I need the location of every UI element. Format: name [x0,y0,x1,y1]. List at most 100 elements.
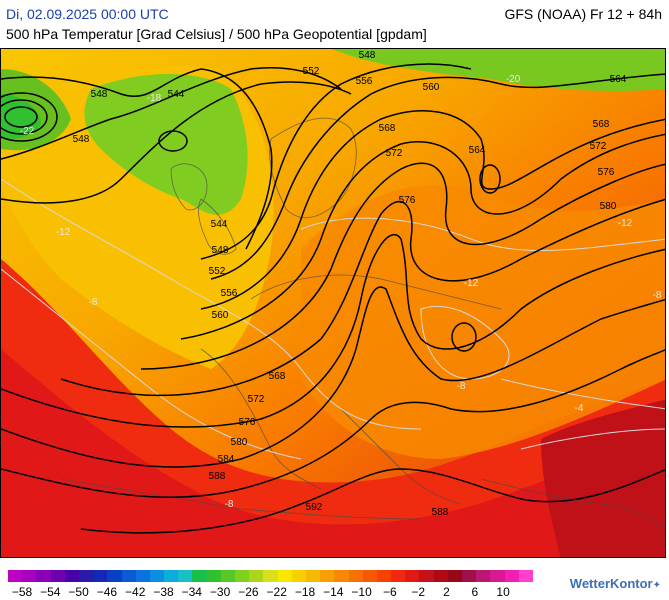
warm-core-southeast [541,399,665,557]
legend-swatch [462,570,477,582]
temp-label-south-4: -4 [575,403,584,414]
label-588-iberia: 588 [209,471,226,482]
legend-swatch [93,570,108,582]
legend-swatch [391,570,406,582]
temp-label-south-8: -8 [225,499,234,510]
label-564-center: 564 [469,145,486,156]
legend-tick-label: −22 [266,585,287,599]
label-552-uk: 552 [209,266,226,277]
label-572-france: 572 [248,394,265,405]
legend-swatch [476,570,491,582]
temp-label-north: -20 [506,74,521,85]
legend-swatch [220,570,235,582]
legend-tick-label: −58 [11,585,33,599]
legend-tick-label: −2 [411,585,426,599]
legend-swatch [433,570,448,582]
legend-tick-labels: −58 −54 −50 −46 −42 −38 −34 −30 −26 −22 −18 −14 −10−… [0,585,540,599]
label-568-east: 568 [593,119,610,130]
warm-region-south [1,349,665,557]
legend-tick-label: −18 [294,585,316,599]
weather-map: 548 548 544 548 552 556 560 564 568 568 … [0,48,666,558]
legend-swatch [64,570,79,582]
wetterkontor-logo: WetterKontor✦ [569,576,661,591]
legend-swatch [235,570,250,582]
color-legend: −58 −54 −50 −46 −42 −38 −34 −30 −26 −22 −18 −14 −10−… [0,566,669,600]
label-552-north: 552 [303,66,320,77]
legend-tick-label: −38 [153,585,174,599]
legend-tick-label: −34 [181,585,202,599]
legend-swatch [490,570,505,582]
isotherm-labels: -22 -18 -20 -12 -8 -12 -12 -8 -8 -4 -8 [20,74,662,510]
temp-label-trough: -18 [147,93,162,104]
map-header: Di, 02.09.2025 00:00 UTC GFS (NOAA) Fr 1… [0,0,669,48]
label-592-south: 592 [306,502,323,513]
label-568-scand: 568 [379,123,396,134]
label-576-east: 576 [598,167,615,178]
legend-tick-label: −54 [40,585,61,599]
legend-swatch [305,570,321,582]
valid-date: Di, 02.09.2025 00:00 UTC [6,6,169,22]
legend-swatch [149,570,165,582]
temp-label-center-12: -12 [464,278,479,289]
label-576-iberia: 576 [239,417,256,428]
label-560-west: 560 [212,310,229,321]
label-548-coast: 548 [73,134,90,145]
legend-color-bar [8,570,533,582]
label-548-north: 548 [359,50,376,61]
cold-region-north [331,49,665,91]
legend-swatch [121,570,136,582]
legend-swatch [178,570,193,582]
legend-tick-label: −26 [238,585,259,599]
legend-tick-label: −46 [96,585,118,599]
map-title: 500 hPa Temperatur [Grad Celsius] / 500 … [6,26,427,42]
legend-tick-label: −30 [209,585,231,599]
label-564-ne: 564 [610,74,627,85]
label-548-uk: 548 [212,245,229,256]
legend-tick-label: −10 [351,585,372,599]
legend-swatch [334,570,349,582]
label-544-trough: 544 [168,89,185,100]
legend-swatch [518,570,533,582]
label-580-iberia: 580 [231,437,248,448]
legend-swatch [263,570,278,582]
legend-swatch [291,570,306,582]
legend-tick-label: −6 [383,585,397,599]
legend-swatch [419,570,434,582]
legend-swatch [362,570,377,582]
temp-label-east-8: -8 [653,290,662,301]
temp-label-west: -22 [20,126,35,137]
contour-labels: 548 548 544 548 552 556 560 564 568 568 … [73,50,627,518]
legend-tick-label: 6 [471,585,479,599]
legend-tick-label: 2 [443,585,450,599]
label-572-east: 572 [590,141,607,152]
label-556-north: 556 [356,76,373,87]
legend-swatch [376,570,392,582]
label-544-uk: 544 [211,219,228,230]
legend-swatch [277,570,292,582]
legend-swatch [249,570,264,582]
label-572-central: 572 [386,148,403,159]
coastlines [60,117,665,529]
legend-swatch [36,570,51,582]
legend-tick-label: −50 [68,585,89,599]
legend-swatch [405,570,420,582]
model-run: GFS (NOAA) Fr 12 + 84h [504,6,662,22]
temp-label-east-12: -12 [618,218,633,229]
legend-swatch [504,570,519,582]
label-580-east: 580 [600,201,617,212]
geopotential-contours [1,63,665,534]
legend-tick-label: 10 [496,585,510,599]
legend-swatch [78,570,94,582]
label-556-uk: 556 [221,288,238,299]
legend-swatch [348,570,363,582]
legend-swatch [22,570,37,582]
legend-swatch [192,570,207,582]
legend-swatch [164,570,179,582]
label-576-central: 576 [399,195,416,206]
map-canvas: 548 548 544 548 552 556 560 564 568 568 … [1,49,665,557]
legend-swatch [50,570,65,582]
cold-region-low-core [1,94,41,139]
label-584-iberia: 584 [218,454,235,465]
legend-swatch [8,570,23,582]
legend-swatch [206,570,221,582]
